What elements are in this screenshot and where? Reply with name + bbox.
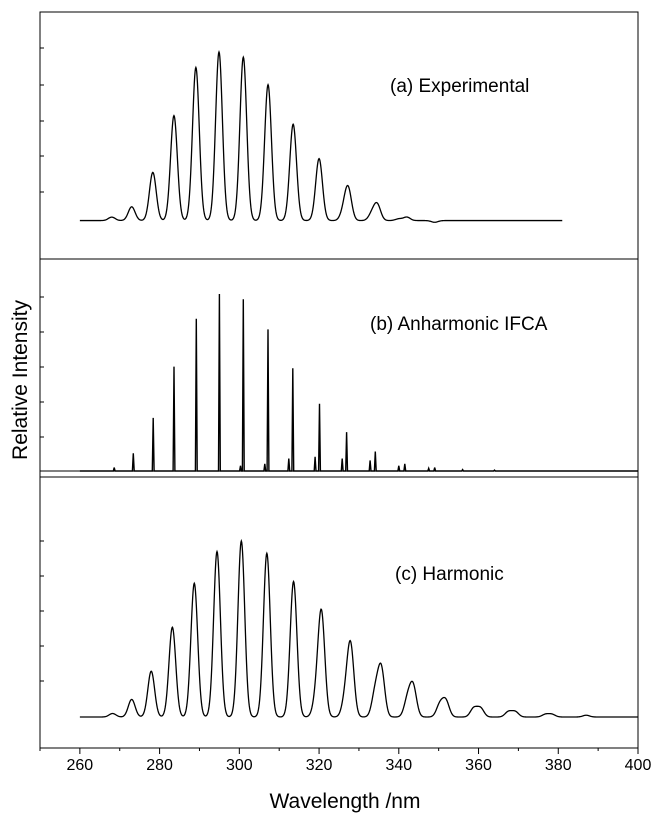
panel-frame-2 xyxy=(39,258,639,478)
spectrum-line-1 xyxy=(79,50,563,223)
panel-frame-3 xyxy=(39,476,639,749)
x-tick-labels: 260 280 300 320 340 360 380 400 xyxy=(67,757,652,774)
x-tick-label: 340 xyxy=(385,757,412,774)
x-tick-label: 260 xyxy=(67,757,94,774)
spectrum-line-3 xyxy=(79,538,638,718)
panel-label-2: (b) Anharmonic IFCA xyxy=(370,314,548,335)
x-tick-label: 360 xyxy=(465,757,492,774)
spectrum-traces xyxy=(79,50,638,718)
x-tick-label: 300 xyxy=(226,757,253,774)
x-tick-label: 280 xyxy=(146,757,173,774)
y-axis-label: Relative Intensity xyxy=(9,300,32,460)
spectrum-line-2 xyxy=(79,293,638,472)
panel-label-1: (a) Experimental xyxy=(390,76,529,97)
panel-frames xyxy=(39,11,639,749)
x-tick-label: 380 xyxy=(545,757,572,774)
x-axis-label: Wavelength /nm xyxy=(270,790,421,813)
x-tick-label: 400 xyxy=(625,757,652,774)
panel-label-3: (c) Harmonic xyxy=(395,564,504,585)
panel-labels: (a) Experimental (b) Anharmonic IFCA (c) H… xyxy=(370,76,548,585)
x-tick-label: 320 xyxy=(306,757,333,774)
axis-ticks xyxy=(39,47,639,754)
panel-frame-1 xyxy=(39,11,639,260)
